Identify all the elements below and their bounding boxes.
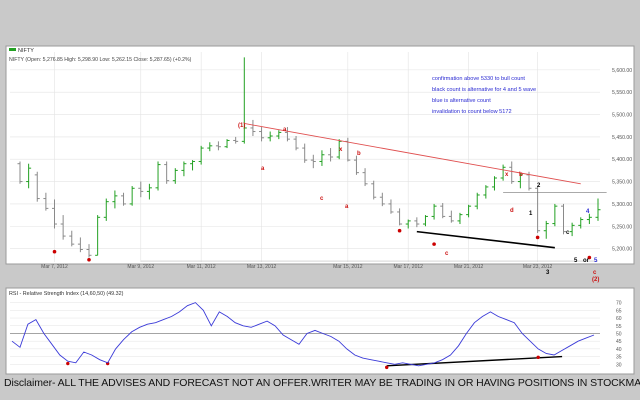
wave-label: 3	[546, 270, 550, 276]
wave-label: x	[339, 147, 343, 153]
wave-label: c	[593, 270, 597, 276]
note-4: invalidation to count below 5172	[432, 109, 512, 115]
price-y-tick-label: 5,600.00	[612, 68, 632, 74]
wave-label: 5	[574, 258, 578, 264]
rsi-y-tick-label: 40	[616, 347, 622, 353]
rsi-grid	[10, 302, 600, 365]
price-y-tick-label: 5,550.00	[612, 90, 632, 96]
rsi-y-tick-label: 60	[616, 316, 622, 322]
price-y-tick-label: 5,300.00	[612, 202, 632, 208]
rsi-series	[11, 302, 595, 367]
price-x-tick-label: Mar 15, 2012	[333, 264, 363, 270]
wave-label: a	[283, 127, 287, 133]
rsi-y-tick-label: 50	[616, 331, 622, 337]
note-2: black count is alternative for 4 and 5 w…	[432, 87, 536, 93]
pivot-marker	[87, 257, 91, 262]
pivot-marker	[397, 228, 402, 233]
price-panel	[5, 45, 635, 265]
price-x-axis: Mar 7, 2012 Mar 9, 2012 Mar 11, 2012 Mar 13…	[41, 264, 552, 270]
wave-label: c	[445, 251, 449, 257]
note-1: confirmation above 5330 to bull count	[432, 76, 525, 82]
price-y-tick-label: 5,250.00	[612, 224, 632, 230]
note-3: blue is alternative count	[432, 98, 491, 104]
rsi-legend: RSI - Relative Strength Index (14,60,50)…	[9, 291, 124, 297]
rsi-line	[11, 302, 595, 367]
wave-label: (2)	[592, 277, 599, 283]
rsi-pivot-marker	[66, 361, 70, 366]
rsi-panel	[5, 287, 635, 375]
price-y-tick-label: 5,450.00	[612, 135, 632, 141]
pivot-marker	[587, 255, 592, 260]
wave-label: c	[320, 196, 324, 202]
price-bars	[17, 57, 601, 258]
legend-swatch	[9, 48, 16, 51]
wave-label: a	[261, 166, 265, 172]
wave-label: or	[583, 258, 590, 264]
pivot-marker	[52, 249, 57, 254]
wave-label: 5	[594, 258, 598, 264]
rsi-y-tick-label: 45	[616, 339, 622, 345]
price-x-tick-label: Mar 7, 2012	[41, 264, 68, 270]
wave-label: b	[357, 151, 361, 157]
support-trendline	[416, 230, 555, 249]
wave-label: 4	[586, 209, 590, 215]
wave-label: c	[566, 230, 570, 236]
price-x-tick-label: Mar 11, 2012	[187, 264, 216, 270]
price-x-tick-label: Mar 17, 2012	[393, 264, 423, 270]
rsi-overlays	[66, 355, 563, 370]
wave-label: (1)	[238, 123, 245, 129]
notes: confirmation above 5330 to bull count bl…	[432, 76, 536, 115]
rsi-y-tick-label: 55	[616, 324, 622, 330]
wave-label: b	[519, 172, 523, 178]
rsi-pivot-marker	[536, 355, 540, 360]
pivot-marker	[535, 235, 540, 240]
rsi-divergence-line	[386, 355, 563, 367]
price-x-tick-label: Mar 21, 2012	[454, 264, 484, 270]
rsi-pivot-marker	[385, 365, 389, 370]
price-y-tick-label: 5,400.00	[612, 157, 632, 163]
rsi-y-tick-label: 35	[616, 355, 622, 361]
price-x-tick-label: Mar 23, 2012	[523, 264, 553, 270]
price-y-tick-label: 5,350.00	[612, 180, 632, 186]
price-x-tick-label: Mar 13, 2012	[247, 264, 277, 270]
pivot-marker	[432, 242, 436, 246]
price-x-tick-label: Mar 9, 2012	[127, 264, 154, 270]
wave-label: 1	[529, 211, 533, 217]
wave-label: 2	[537, 183, 541, 189]
wave-label: d	[510, 208, 514, 214]
price-legend: NIFTY	[18, 48, 34, 54]
price-header: NIFTY (Open: 5,276.85 High: 5,298.90 Low…	[9, 57, 192, 63]
rsi-y-tick-label: 30	[616, 362, 622, 368]
rsi-y-tick-label: 70	[616, 301, 622, 307]
price-overlays	[52, 123, 607, 262]
disclaimer-text: Disclaimer- ALL THE ADVISES AND FORECAST…	[4, 377, 640, 389]
wave-label: x	[505, 172, 509, 178]
rsi-y-tick-label: 65	[616, 308, 622, 314]
price-y-axis: 5,600.00 5,550.00 5,500.00 5,450.00 5,400.00…	[612, 68, 632, 253]
wave-labels: (1) a a x b c a c x b 2 d 1 3 4 c 5 or 5…	[238, 123, 599, 283]
resistance-trendline	[244, 123, 581, 185]
price-y-tick-label: 5,500.00	[612, 113, 632, 119]
price-y-tick-label: 5,200.00	[612, 247, 632, 253]
wave-label: a	[345, 204, 349, 210]
